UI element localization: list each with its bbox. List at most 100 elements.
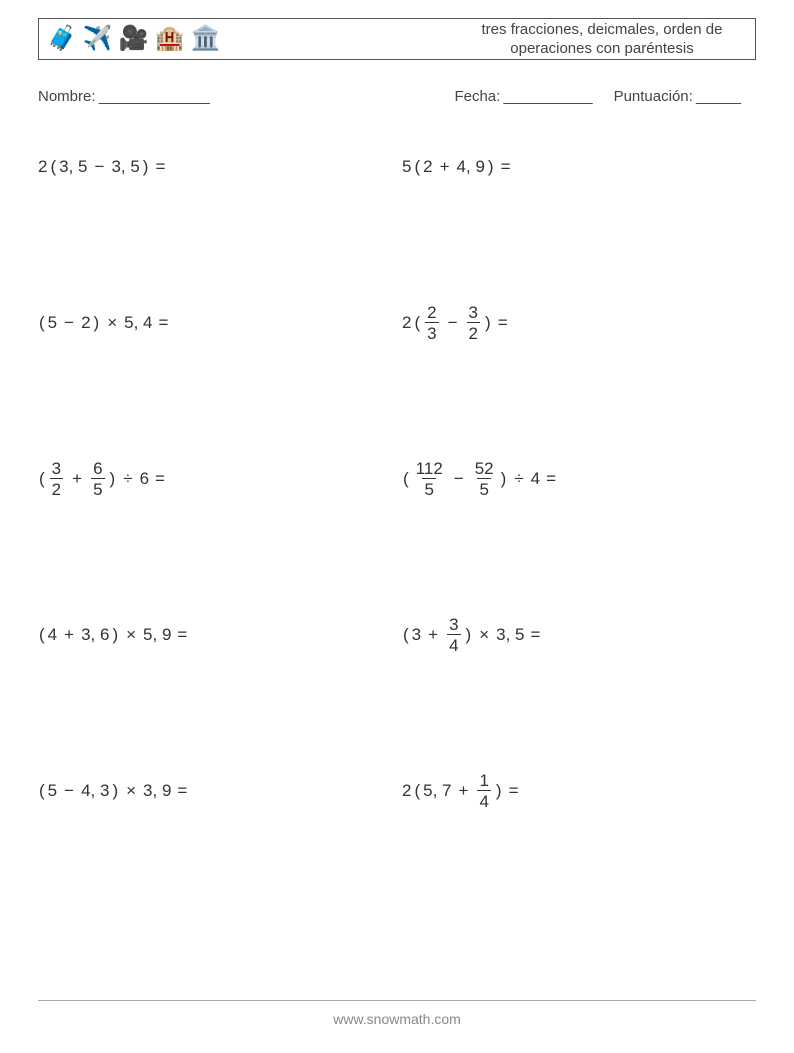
problem: (5−2)×5, 4 = <box>38 301 392 345</box>
footer-text: www.snowmath.com <box>333 1011 461 1027</box>
numerator: 3 <box>50 460 63 478</box>
operator: − <box>449 469 469 489</box>
info-row: Nombre: Fecha: Puntuación: <box>38 88 756 105</box>
expr-text: 5 <box>48 313 57 333</box>
equals: = <box>494 313 508 333</box>
expr-text: 2 <box>402 781 411 801</box>
expr-text: 5, 7 <box>423 781 451 801</box>
header-title: tres fracciones, deicmales, orden de ope… <box>467 20 747 59</box>
operator: ÷ <box>509 469 528 489</box>
paren-open: ( <box>413 313 421 333</box>
name-label: Nombre: <box>38 88 96 105</box>
fraction: 32 <box>50 460 63 498</box>
operator: − <box>443 313 463 333</box>
paren-close: ) <box>142 157 150 177</box>
problem: (32+65)÷6 = <box>38 457 392 501</box>
operator: × <box>121 625 141 645</box>
footer-divider <box>38 1000 756 1001</box>
numerator: 112 <box>414 460 445 478</box>
name-field: Nombre: <box>38 88 454 105</box>
equals: = <box>173 781 187 801</box>
operator: × <box>102 313 122 333</box>
fraction: 23 <box>425 304 438 342</box>
date-label: Fecha: <box>454 88 500 105</box>
expr-text: 3, 6 <box>81 625 109 645</box>
expression: (32+65)÷6 = <box>38 460 165 498</box>
numerator: 1 <box>477 772 490 790</box>
problems-grid: 2(3, 5−3, 5) =5(2+4, 9) =(5−2)×5, 4 =2(2… <box>38 145 756 813</box>
paren-open: ( <box>413 157 421 177</box>
expression: (4+3, 6)×5, 9 = <box>38 625 187 645</box>
operator: − <box>59 313 79 333</box>
expr-text: 2 <box>38 157 47 177</box>
expr-text: 3 <box>412 625 421 645</box>
operator: + <box>435 157 455 177</box>
expr-text: 3, 5 <box>59 157 87 177</box>
expr-text: 5 <box>402 157 411 177</box>
denominator: 5 <box>422 478 435 498</box>
equals: = <box>155 313 169 333</box>
fraction: 525 <box>473 460 496 498</box>
date-blank <box>500 88 591 105</box>
operator: × <box>121 781 141 801</box>
expression: (5−2)×5, 4 = <box>38 313 168 333</box>
denominator: 5 <box>91 478 104 498</box>
luggage-icon: 🧳 <box>47 27 77 51</box>
numerator: 6 <box>91 460 104 478</box>
operator: + <box>67 469 87 489</box>
problem: (1125−525)÷4 = <box>402 457 756 501</box>
numerator: 3 <box>447 616 460 634</box>
numerator: 2 <box>425 304 438 322</box>
paren-open: ( <box>38 469 46 489</box>
expression: (3+34)×3, 5 = <box>402 616 540 654</box>
paren-open: ( <box>402 625 410 645</box>
equals: = <box>173 625 187 645</box>
numerator: 52 <box>473 460 496 478</box>
equals: = <box>505 781 519 801</box>
paren-close: ) <box>487 157 495 177</box>
expr-text: 4, 9 <box>457 157 485 177</box>
problem: 5(2+4, 9) = <box>402 145 756 189</box>
score-field: Puntuación: <box>614 88 740 105</box>
expression: 2(3, 5−3, 5) = <box>38 157 165 177</box>
expr-text: 2 <box>81 313 90 333</box>
paren-open: ( <box>402 469 410 489</box>
operator: + <box>423 625 443 645</box>
paren-close: ) <box>465 625 473 645</box>
header-title-line1: tres fracciones, deicmales, orden de <box>467 20 737 40</box>
expression: 2(23−32) = <box>402 304 508 342</box>
fraction: 65 <box>91 460 104 498</box>
problem: 2(3, 5−3, 5) = <box>38 145 392 189</box>
equals: = <box>497 157 511 177</box>
expr-text: 3, 9 <box>143 781 171 801</box>
operator: + <box>59 625 79 645</box>
denominator: 4 <box>477 790 490 810</box>
date-field: Fecha: <box>454 88 591 105</box>
paren-close: ) <box>93 313 101 333</box>
denominator: 2 <box>50 478 63 498</box>
paren-close: ) <box>500 469 508 489</box>
paren-open: ( <box>38 781 46 801</box>
header-title-line2: operaciones con paréntesis <box>467 39 737 59</box>
expr-text: 4, 3 <box>81 781 109 801</box>
expr-text: 6 <box>140 469 149 489</box>
score-blank <box>693 88 740 105</box>
denominator: 3 <box>425 322 438 342</box>
paren-open: ( <box>49 157 57 177</box>
expr-text: 5 <box>48 781 57 801</box>
operator: − <box>90 157 110 177</box>
footer: www.snowmath.com <box>0 1000 794 1027</box>
paren-close: ) <box>495 781 503 801</box>
problem: (5−4, 3)×3, 9 = <box>38 769 392 813</box>
denominator: 4 <box>447 634 460 654</box>
equals: = <box>527 625 541 645</box>
name-blank <box>96 88 209 105</box>
paren-close: ) <box>109 469 117 489</box>
denominator: 5 <box>477 478 490 498</box>
expression: 5(2+4, 9) = <box>402 157 511 177</box>
header-icons: 🧳 ✈️ 🎥 🏨 🏛️ <box>47 27 220 51</box>
expression: (5−4, 3)×3, 9 = <box>38 781 187 801</box>
expr-text: 3, 5 <box>496 625 524 645</box>
expr-text: 3, 5 <box>111 157 139 177</box>
expr-text: 4 <box>531 469 540 489</box>
